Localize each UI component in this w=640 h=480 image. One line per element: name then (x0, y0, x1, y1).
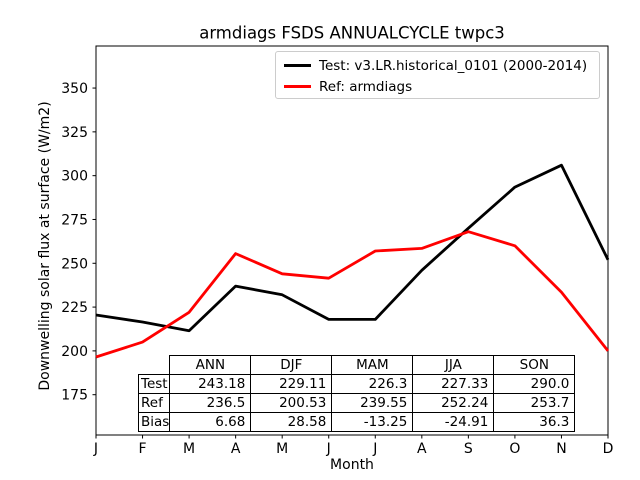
table-row-label: Bias (137, 412, 171, 432)
x-tick-label: A (231, 441, 241, 457)
table-cell: 229.11 (250, 374, 333, 394)
y-tick-label: 250 (61, 256, 88, 272)
table-cell: 236.5 (169, 393, 252, 413)
stats-table: ANN DJF MAM JJA SON Test 243.18 229.11 226.3 227.… (137, 355, 576, 432)
legend-entry-ref: Ref: armdiags (284, 76, 599, 97)
x-tick-label: M (183, 441, 195, 457)
test-line (95, 163, 610, 333)
table-row-label: Test (137, 374, 171, 394)
x-tick-label: O (509, 441, 520, 457)
table-cell: 28.58 (250, 412, 333, 432)
table-column-header: ANN (169, 355, 252, 375)
x-tick-label: D (603, 441, 614, 457)
y-tick-label: 175 (61, 388, 88, 404)
x-tick-label: J (372, 441, 377, 457)
x-tick-label: N (556, 441, 566, 457)
table-header-row: ANN DJF MAM JJA SON (139, 355, 576, 375)
table-cell: 239.55 (331, 393, 414, 413)
table-cell: 252.24 (412, 393, 495, 413)
x-tick-label: F (139, 441, 147, 457)
legend-label-ref: Ref: armdiags (319, 78, 413, 95)
legend-label-test: Test: v3.LR.historical_0101 (2000-2014) (319, 57, 588, 74)
ref-line-sample (284, 85, 311, 88)
ref-line (95, 230, 610, 359)
table-cell: 6.68 (169, 412, 252, 432)
table-row-label: Ref (137, 393, 171, 413)
x-tick-label: J (93, 441, 98, 457)
table-column-header: SON (493, 355, 576, 375)
y-tick-label: 200 (61, 344, 88, 360)
axes-frame (95, 45, 609, 436)
y-tick-label: 350 (61, 81, 88, 97)
table-cell: 36.3 (493, 412, 576, 432)
y-tick-label: 275 (61, 212, 88, 228)
table-column-header: DJF (250, 355, 333, 375)
test-line-sample (284, 64, 311, 67)
table-cell: 226.3 (331, 374, 414, 394)
y-tick-label: 300 (61, 169, 88, 185)
table-row: Bias 6.68 28.58 -13.25 -24.91 36.3 (137, 412, 576, 432)
table-column-header: MAM (331, 355, 414, 375)
table-cell: 227.33 (412, 374, 495, 394)
table-cell: 200.53 (250, 393, 333, 413)
table-blank-corner (139, 356, 170, 375)
legend: Test: v3.LR.historical_0101 (2000-2014) … (275, 51, 600, 99)
y-tick-label: 325 (61, 125, 88, 141)
x-tick-label: A (417, 441, 427, 457)
chart-title: armdiags FSDS ANNUALCYCLE twpc3 (199, 23, 505, 43)
legend-entry-test: Test: v3.LR.historical_0101 (2000-2014) (284, 55, 599, 76)
table-cell: 253.7 (493, 393, 576, 413)
table-row: Test 243.18 229.11 226.3 227.33 290.0 (137, 374, 576, 394)
table-cell: 243.18 (169, 374, 252, 394)
table-cell: -13.25 (331, 412, 414, 432)
y-tick-label: 225 (61, 300, 88, 316)
x-tick-label: M (276, 441, 288, 457)
table-cell: 290.0 (493, 374, 576, 394)
table-cell: -24.91 (412, 412, 495, 432)
x-tick-label: S (464, 441, 473, 457)
table-row: Ref 236.5 200.53 239.55 252.24 253.7 (137, 393, 576, 413)
x-axis-label: Month (330, 457, 374, 473)
x-tick-label: J (326, 441, 331, 457)
table-column-header: JJA (412, 355, 495, 375)
